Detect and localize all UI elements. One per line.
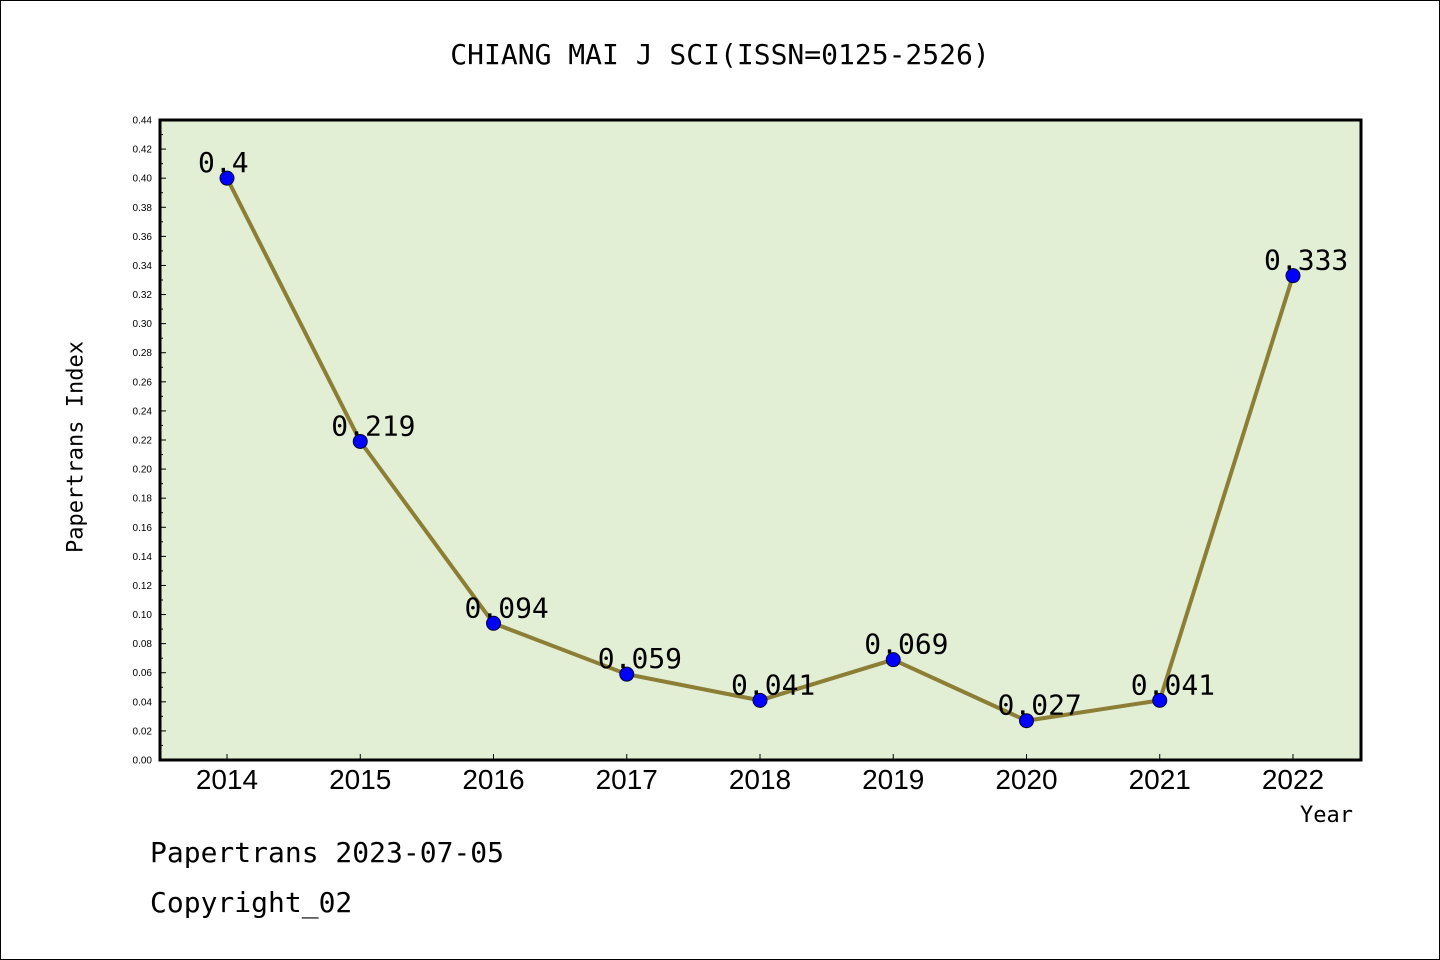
y-tick-label: 0.08 xyxy=(133,639,153,650)
y-tick-label: 0.36 xyxy=(133,232,153,243)
y-tick-label: 0.44 xyxy=(133,116,153,127)
y-tick-label: 0.18 xyxy=(133,494,153,505)
y-tick-label: 0.00 xyxy=(133,756,153,767)
x-tick-label: 2019 xyxy=(862,764,924,795)
y-tick-label: 0.30 xyxy=(133,319,153,330)
y-tick-label: 0.06 xyxy=(133,668,153,679)
data-point xyxy=(885,652,901,668)
y-tick-label: 0.04 xyxy=(133,697,153,708)
chart-title: CHIANG MAI J SCI(ISSN=0125-2526) xyxy=(450,38,990,71)
data-point xyxy=(1152,692,1168,708)
x-tick-label: 2020 xyxy=(995,764,1057,795)
x-tick-label: 2018 xyxy=(729,764,791,795)
y-tick-label: 0.16 xyxy=(133,523,153,534)
y-tick-label: 0.32 xyxy=(133,290,153,301)
y-tick-label: 0.02 xyxy=(133,726,153,737)
x-tick-label: 2022 xyxy=(1262,764,1324,795)
data-point xyxy=(1285,268,1301,284)
data-label: 0.4 xyxy=(198,146,249,179)
data-point xyxy=(486,615,501,631)
data-label: 0.041 xyxy=(1131,668,1215,701)
y-tick-label: 0.10 xyxy=(133,610,153,621)
y-tick-label: 0.22 xyxy=(133,436,153,447)
y-tick-label: 0.24 xyxy=(133,406,153,417)
x-tick-label: 2014 xyxy=(196,764,258,795)
y-tick-label: 0.20 xyxy=(133,465,153,476)
y-tick-label: 0.28 xyxy=(133,348,153,359)
data-label: 0.069 xyxy=(864,628,948,661)
data-label: 0.219 xyxy=(331,409,415,442)
data-point xyxy=(752,692,768,708)
y-tick-label: 0.40 xyxy=(133,174,153,185)
y-tick-label: 0.12 xyxy=(133,581,153,592)
footer-date: Papertrans 2023-07-05 xyxy=(150,836,505,869)
footer-copyright: Copyright_02 xyxy=(150,886,353,919)
y-tick-label: 0.26 xyxy=(133,377,153,388)
data-label: 0.027 xyxy=(998,689,1082,722)
data-point xyxy=(1019,713,1034,729)
y-tick-label: 0.34 xyxy=(133,261,153,272)
data-point xyxy=(352,433,368,449)
y-tick-label: 0.42 xyxy=(133,145,153,156)
x-tick-label: 2021 xyxy=(1129,764,1191,795)
y-tick-label: 0.38 xyxy=(133,203,153,214)
data-label: 0.094 xyxy=(465,591,549,624)
data-label: 0.059 xyxy=(598,642,682,675)
plot-border xyxy=(158,118,1363,762)
x-tick-label: 2016 xyxy=(462,764,524,795)
data-point xyxy=(619,666,635,682)
x-tick-label: 2015 xyxy=(329,764,391,795)
data-label: 0.333 xyxy=(1264,244,1348,277)
data-label: 0.041 xyxy=(731,668,815,701)
y-tick-label: 0.14 xyxy=(133,552,153,563)
data-point xyxy=(219,170,235,186)
x-axis-label: Year xyxy=(1300,803,1353,828)
x-tick-label: 2017 xyxy=(596,764,658,795)
